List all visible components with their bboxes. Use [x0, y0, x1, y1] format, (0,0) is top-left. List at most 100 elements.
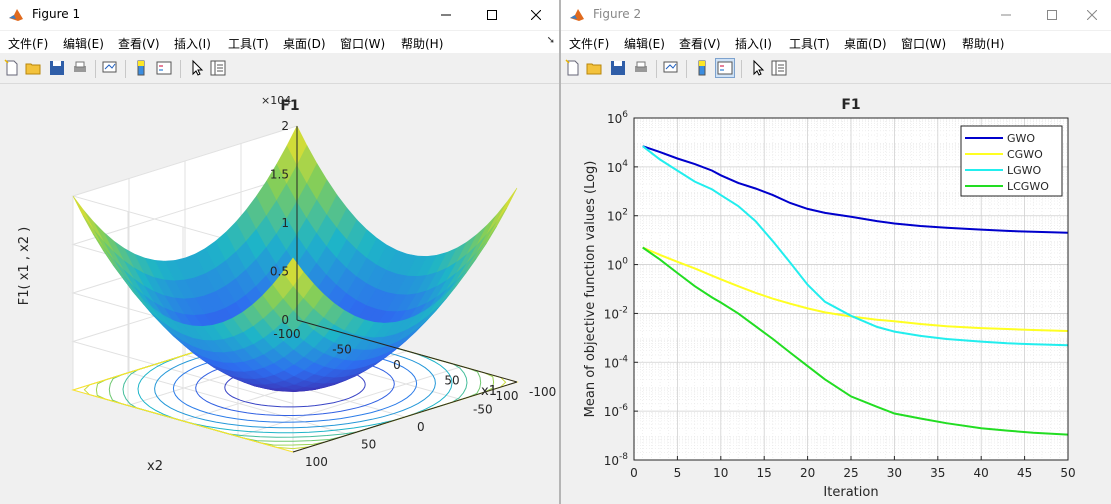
minimize-icon[interactable]: [983, 0, 1029, 30]
figure-canvas: 0 5 10 15 20 25 30 35 40 45 50 10-8 10-6 10-4 10-2 100 1…: [561, 84, 1111, 504]
y-tick-label: 102: [607, 208, 628, 224]
tick-labels: -100 -50 0 50 100 -100 -50 0 50 100 0 0.5 1 1.5 2 ×104: [261, 94, 556, 469]
y-tick-label: 10-8: [604, 452, 629, 468]
x-tick-label: 35: [930, 466, 945, 480]
window-title: Figure 2: [593, 7, 642, 21]
menu-insert[interactable]: 插入(I): [735, 37, 772, 51]
toolbar-separator: [95, 60, 96, 78]
menu-desktop[interactable]: 桌面(D): [283, 37, 326, 51]
y-tick-label: 106: [607, 110, 628, 126]
axes-lines: [292, 126, 518, 453]
new-figure-icon[interactable]: [3, 59, 21, 77]
x-axis-label: Iteration: [823, 485, 878, 500]
x-tick-label: 15: [757, 466, 772, 480]
matlab-icon: [570, 9, 584, 21]
series-line-lcgwo: [642, 246, 1069, 436]
legend-label: GWO: [1007, 132, 1035, 145]
close-icon[interactable]: [1069, 0, 1111, 30]
series-line-lgwo: [642, 145, 1069, 347]
toolbar-separator: [741, 60, 742, 78]
menu-desktop[interactable]: 桌面(D): [844, 37, 887, 51]
legend-label: CGWO: [1007, 148, 1043, 161]
x-tick-label: 45: [1017, 466, 1032, 480]
maximize-icon[interactable]: [1029, 0, 1075, 30]
surface-plot: -100 -50 0 50 100 -100 -50 0 50 100 0 0.5 1 1.5 2 ×104 x…: [0, 84, 559, 504]
menu-insert[interactable]: 插入(I): [174, 37, 211, 51]
y-tick-label: 50: [361, 438, 376, 452]
z-axis-label: F1( x1 , x2 ): [17, 227, 32, 305]
y-axis-label: Mean of objective function values (Log): [583, 161, 598, 418]
x-tick-label: 0: [630, 466, 638, 480]
x-tick-label: 10: [713, 466, 728, 480]
toolbar: [0, 55, 559, 84]
x-axis-line: [296, 319, 518, 383]
print-icon[interactable]: [71, 59, 89, 77]
x-tick-label: -100: [273, 327, 300, 341]
menu-file[interactable]: 文件(F): [569, 37, 610, 51]
new-figure-icon[interactable]: [564, 59, 582, 77]
open-file-icon[interactable]: [586, 59, 604, 77]
toolbar-separator: [656, 60, 657, 78]
dock-arrow-icon[interactable]: ➘: [546, 35, 555, 46]
menu-help[interactable]: 帮助(H): [401, 37, 444, 51]
x-tick-label: -50: [332, 343, 352, 357]
menu-view[interactable]: 查看(V): [118, 37, 160, 51]
z-exponent-label: ×104: [261, 94, 291, 107]
y-axis-label: x2: [147, 459, 163, 474]
title-bar[interactable]: Figure 2: [561, 0, 1111, 30]
open-file-icon[interactable]: [25, 59, 43, 77]
print-icon[interactable]: [632, 59, 650, 77]
convergence-plot: 0 5 10 15 20 25 30 35 40 45 50 10-8 10-6 10-4 10-2 100 1…: [583, 97, 1076, 500]
chart-title: F1: [841, 97, 860, 113]
edit-plot-arrow-icon[interactable]: [188, 59, 206, 77]
figure-2-window: Figure 2 文件(F) 编辑(E) 查看(V) 插入(I) 工具(T) 桌…: [561, 0, 1111, 504]
menu-edit[interactable]: 编辑(E): [63, 37, 104, 51]
property-inspector-icon[interactable]: [209, 59, 227, 77]
link-plot-icon[interactable]: [101, 59, 119, 77]
link-plot-icon[interactable]: [662, 59, 680, 77]
x-tick-label: 0: [393, 358, 401, 372]
contour-ring: [154, 343, 436, 429]
close-icon[interactable]: [513, 0, 559, 30]
surface-mesh: [72, 125, 518, 392]
menu-file[interactable]: 文件(F): [8, 37, 49, 51]
toolbar-separator: [180, 60, 181, 78]
x-tick-label: 25: [843, 466, 858, 480]
toolbar: [561, 55, 1111, 84]
property-inspector-icon[interactable]: [770, 59, 788, 77]
surface-patch: [282, 257, 304, 287]
edit-plot-arrow-icon[interactable]: [749, 59, 767, 77]
legend-icon[interactable]: [155, 59, 173, 77]
z-tick-label: 2: [281, 119, 289, 133]
y-tick-label: 10-2: [604, 305, 628, 321]
minimize-icon[interactable]: [423, 0, 469, 30]
title-bar[interactable]: Figure 1: [0, 0, 559, 30]
series-line-cgwo: [642, 246, 1069, 332]
figure-1-window: Figure 1 文件(F) 编辑(E) 查看(V) 插入(I) 工具(T) 桌…: [0, 0, 559, 504]
colorbar-icon[interactable]: [132, 59, 150, 77]
x-axis-label: x1: [481, 384, 497, 399]
z-tick-label: 0.5: [270, 265, 289, 279]
matlab-icon: [9, 9, 23, 21]
z-tick-label: 1.5: [270, 168, 289, 182]
menu-edit[interactable]: 编辑(E): [624, 37, 665, 51]
window-separator: [559, 0, 561, 504]
tick-labels: 0 5 10 15 20 25 30 35 40 45 50 10-8 10-6 10-4 10-2 100 1…: [604, 110, 1076, 480]
figure-canvas: -100 -50 0 50 100 -100 -50 0 50 100 0 0.5 1 1.5 2 ×104 x…: [0, 84, 559, 504]
menu-help[interactable]: 帮助(H): [962, 37, 1005, 51]
menu-bar: 文件(F) 编辑(E) 查看(V) 插入(I) 工具(T) 桌面(D) 窗口(W…: [561, 31, 1111, 53]
legend-icon[interactable]: [715, 58, 735, 78]
x-tick-label: 40: [974, 466, 989, 480]
x-tick-label: 30: [887, 466, 902, 480]
menu-tools[interactable]: 工具(T): [789, 37, 830, 51]
maximize-icon[interactable]: [469, 0, 515, 30]
save-icon[interactable]: [609, 59, 627, 77]
menu-window[interactable]: 窗口(W): [901, 37, 947, 51]
menu-window[interactable]: 窗口(W): [340, 37, 386, 51]
menu-view[interactable]: 查看(V): [679, 37, 721, 51]
save-icon[interactable]: [48, 59, 66, 77]
colorbar-icon[interactable]: [693, 59, 711, 77]
menu-tools[interactable]: 工具(T): [228, 37, 269, 51]
y-tick-label: 100: [305, 455, 328, 469]
y-axis-line: [292, 381, 518, 453]
